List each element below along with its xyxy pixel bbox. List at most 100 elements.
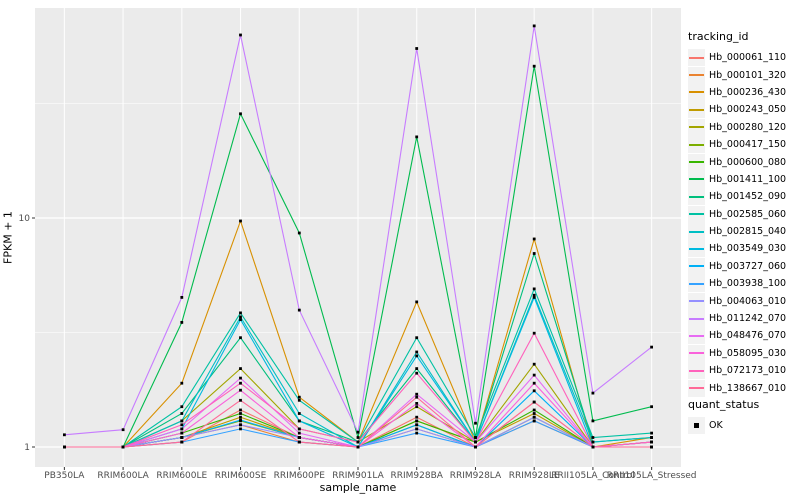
data-point [532,419,536,423]
data-point [239,112,242,116]
data-point [239,388,242,392]
data-point [180,427,184,431]
data-point [297,308,301,312]
x-tick-label: RRIM600LE [156,471,207,481]
legend-color-line [689,126,704,129]
data-point [415,354,419,358]
data-point [415,371,419,375]
data-point [415,431,419,435]
data-point [415,392,419,396]
data-point [415,135,419,139]
legend-key-swatch [688,136,705,154]
data-point [415,427,419,431]
data-point [532,415,536,419]
legend-color-line [689,161,704,164]
x-tick-label: PB350LA [44,471,85,481]
legend-label: Hb_000101_320 [709,69,787,81]
data-point [180,436,184,439]
legend-label: Hb_048476_070 [709,330,787,342]
legend-label: Hb_001452_090 [709,191,787,203]
legend-label: Hb_003938_100 [709,278,787,290]
data-point [297,412,301,415]
data-point [63,445,66,449]
legend-key-swatch [688,49,705,67]
legend-key-swatch [688,101,705,119]
legend2-item-list: OK [688,417,800,435]
legend-label: Hb_002585_060 [709,208,787,220]
x-axis-title: sample_name [319,481,397,494]
legend-color-line [689,91,704,94]
legend-key-swatch [688,66,705,84]
data-point [297,427,301,431]
data-point [415,415,419,419]
data-point [532,252,536,255]
legend-item: Hb_000600_080 [688,153,800,171]
data-point [239,408,242,412]
legend-item: Hb_011242_070 [688,310,800,328]
data-point [591,445,595,449]
data-point [650,405,653,409]
legend-color-line [689,317,704,320]
data-point [239,423,242,427]
x-tick-label: RRII105LA_Control [551,471,634,481]
data-point [239,427,242,431]
legend-item: Hb_000417_150 [688,136,800,154]
x-tick-label: RRIM928LE [509,471,560,481]
legend-key-swatch [688,310,705,328]
data-point [415,405,419,409]
legend-label: Hb_072173_010 [709,365,787,377]
data-point [180,440,184,444]
x-tick-label: RRII105LA_Stressed [607,471,697,481]
legend-label: Hb_003727_060 [709,260,787,272]
data-point [239,336,242,340]
data-point [239,381,242,385]
data-point [650,445,653,449]
legend-label: Hb_000417_150 [709,139,787,151]
legend-key-swatch [688,188,705,206]
legend-item: Hb_058095_030 [688,344,800,362]
legend-label: Hb_003549_030 [709,243,787,255]
legend-key-swatch [688,275,705,293]
data-point [532,408,536,412]
data-point [532,24,536,28]
legend-color-line [689,282,704,285]
data-point [415,395,419,399]
data-point [532,296,536,299]
legend-key-swatch [688,240,705,258]
y-axis-title: FPKM + 1 [1,211,15,264]
legend-item: Hb_000101_320 [688,66,800,84]
legend-color-line [689,230,704,233]
legend-color-line [689,334,704,337]
y-tick-label: 1 [24,443,30,453]
data-point [180,296,184,299]
data-point [239,398,242,402]
data-point [474,421,477,425]
data-point [591,436,595,439]
data-point [591,391,595,395]
legend-item: Hb_003938_100 [688,275,800,293]
data-point [180,423,184,427]
legend-item: Hb_003549_030 [688,240,800,258]
data-point [650,431,653,435]
data-point [239,219,242,223]
legend-label: Hb_138667_010 [709,382,787,394]
x-tick-label: RRIM928LA [450,471,502,481]
data-point [239,415,242,419]
data-point [532,400,536,404]
legend-key-swatch [688,257,705,275]
data-point [239,315,242,319]
data-point [239,318,242,321]
legend-item: Hb_002815_040 [688,223,800,241]
legend-key-swatch [688,170,705,188]
data-point [180,381,184,385]
data-point [297,398,301,402]
legend-item: Hb_002585_060 [688,205,800,223]
data-point [180,431,184,435]
legend-key-swatch [688,292,705,310]
legend-item: Hb_004063_010 [688,292,800,310]
data-point [650,436,653,439]
y-tick-label: 10 [19,214,31,224]
data-point [239,418,242,422]
